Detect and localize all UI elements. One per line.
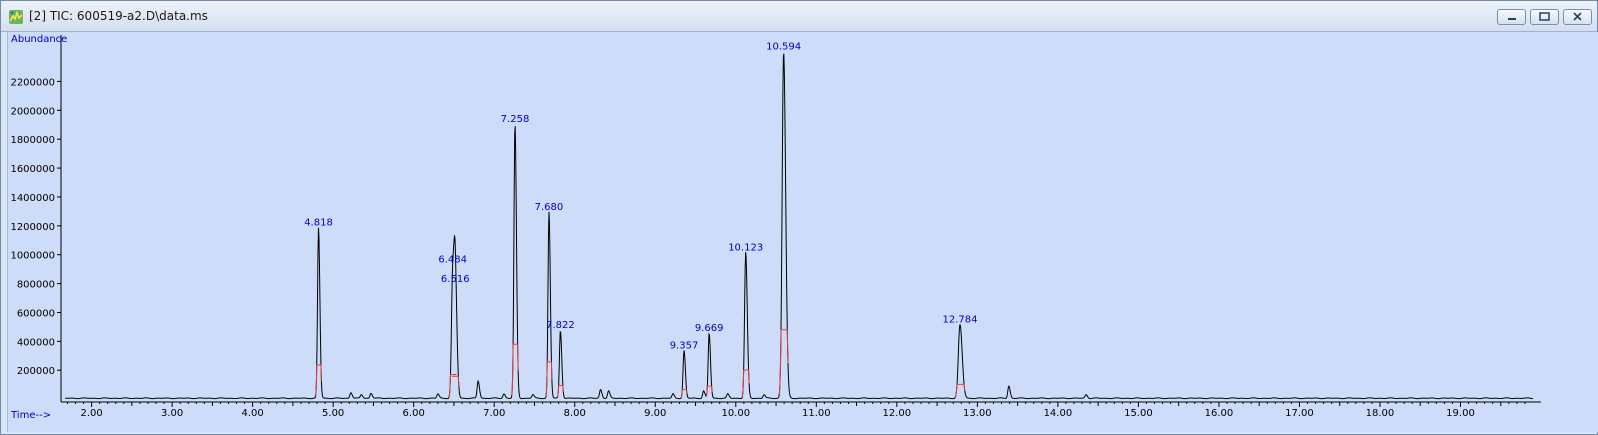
peak-label: 7.680 [535,202,564,213]
integration-marks [315,329,966,399]
x-tick-label: 4.00 [242,408,264,419]
y-tick-label: 1000000 [10,251,55,262]
x-tick-label: 19.00 [1446,408,1475,419]
peak-label: 4.818 [304,218,333,229]
integration-mark [315,364,322,397]
y-tick-label: 800000 [17,280,55,291]
maximize-icon [1539,12,1550,21]
peak-label: 12.784 [942,314,977,325]
x-tick-label: 3.00 [161,408,183,419]
peak-label: 6.484 [438,254,467,265]
peak-labels: 4.818 6.484 6.516 7.258 7.680 7.822 9.357 9.669… [304,42,977,352]
x-tick-label: 10.00 [721,408,750,419]
y-axis-label: Abundance [11,34,67,45]
peak-label: 7.822 [546,320,575,331]
y-tick-label: 1600000 [10,164,55,175]
integration-mark [705,385,713,397]
axes [60,35,1541,403]
x-tick-label: 18.00 [1366,408,1395,419]
y-tick-label: 1200000 [10,222,55,233]
x-tick-label: 9.00 [644,408,666,419]
integration-mark [545,361,553,397]
peak-label: 10.594 [766,42,801,53]
integration-mark [451,375,460,387]
chromatogram-app-icon [9,10,23,24]
x-tick-label: 11.00 [802,408,831,419]
y-tick-label: 200000 [17,366,55,377]
window-title: [2] TIC: 600519-a2.D\data.ms [29,9,208,23]
x-axis-label: Time--> [10,410,51,421]
peak-label: 10.123 [728,242,763,253]
x-tick-label: 13.00 [963,408,992,419]
integration-mark [778,329,789,395]
x-ticks: 2.00 3.00 4.00 5.00 6.00 7.00 8.00 9.00 10.00 11.… [66,402,1526,419]
integration-mark [954,383,966,398]
close-button[interactable] [1563,9,1592,25]
x-tick-label: 7.00 [483,408,505,419]
close-icon [1573,12,1582,21]
y-ticks: 200000 400000 600000 800000 1000000 1200000 14… [10,77,61,377]
peak-label: 9.669 [695,323,724,334]
y-tick-label: 1800000 [10,135,55,146]
integration-mark [741,369,750,397]
maximize-button[interactable] [1530,9,1559,25]
title-bar[interactable]: [2] TIC: 600519-a2.D\data.ms [1,1,1597,32]
peak-label: 6.516 [441,274,470,285]
chromatogram-chart[interactable]: Abundance Time--> 200000 400000 600000 8000… [8,32,1596,432]
minimize-icon [1508,18,1516,20]
x-tick-label: 16.00 [1205,408,1234,419]
tic-trace-line [64,53,1534,400]
y-tick-label: 400000 [17,337,55,348]
x-tick-label: 14.00 [1044,408,1073,419]
y-tick-label: 2200000 [10,77,55,88]
integration-mark [680,389,688,399]
x-tick-label: 15.00 [1124,408,1153,419]
x-tick-label: 8.00 [564,408,586,419]
x-tick-label: 12.00 [883,408,912,419]
minimize-button[interactable] [1497,9,1526,25]
integration-mark [511,343,519,396]
plot-area[interactable]: Abundance Time--> 200000 400000 600000 8000… [7,32,1598,432]
y-tick-label: 2000000 [10,106,55,117]
integration-mark [557,385,564,398]
x-tick-label: 2.00 [80,408,102,419]
integration-mark [448,374,457,398]
x-tick-label: 6.00 [403,408,425,419]
peak-label: 9.357 [670,340,699,351]
peak-label: 7.258 [501,114,530,125]
x-tick-label: 5.00 [322,408,344,419]
y-tick-label: 600000 [17,308,55,319]
y-tick-label: 1400000 [10,193,55,204]
x-tick-label: 17.00 [1285,408,1314,419]
tic-trace [64,53,1534,400]
